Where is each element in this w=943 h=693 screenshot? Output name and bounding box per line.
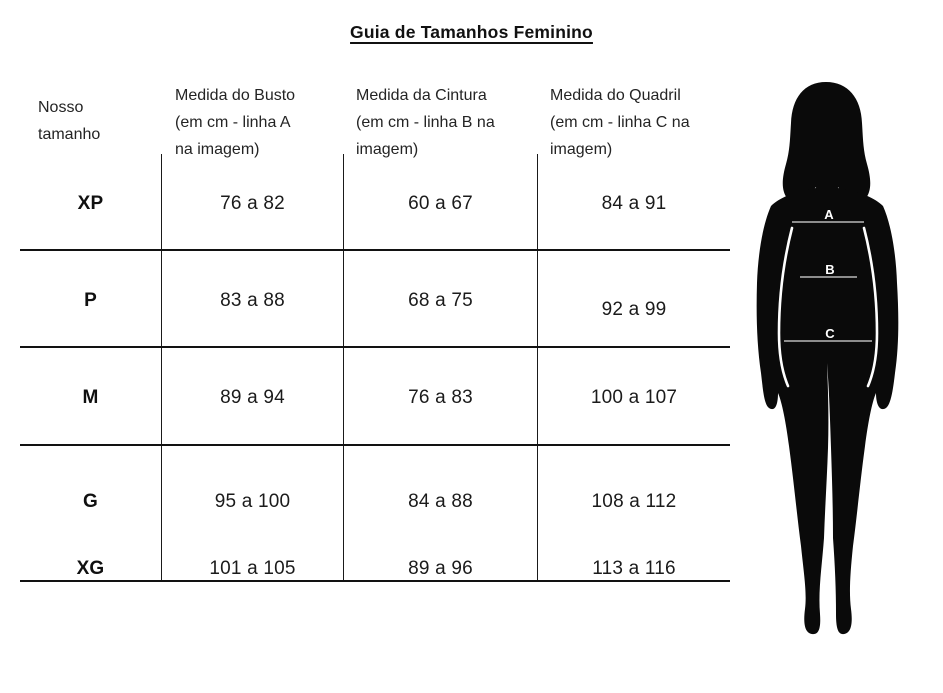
size-label: M	[82, 387, 99, 408]
waist-value: 89 a 96	[343, 554, 537, 580]
size-table: Nosso tamanho Medida do Busto (em cm - l…	[20, 82, 730, 582]
hip-value: 100 a 107	[537, 348, 730, 444]
size-label: XP	[77, 192, 104, 214]
waist-value: 84 a 88	[343, 446, 537, 554]
bust-measurement: A	[792, 207, 864, 223]
hip-value: 108 a 112	[537, 446, 730, 554]
hip-value: 92 a 99	[537, 251, 730, 346]
arm-torso-gap-right	[862, 226, 879, 388]
silhouette-body-icon	[756, 168, 899, 635]
hip-value: 113 a 116	[537, 554, 730, 580]
bust-value: 101 a 105	[161, 554, 343, 580]
waist-measurement: B	[800, 262, 857, 278]
waist-value: 76 a 83	[343, 348, 537, 444]
header-waist-measure: Medida da Cintura (em cm - linha B na im…	[356, 87, 495, 158]
table-row-xp: XP 76 a 82 60 a 67 84 a 91	[20, 154, 730, 251]
silhouette-hair-icon	[782, 82, 871, 203]
header-hip-measure: Medida do Quadril (em cm - linha C na im…	[550, 87, 690, 158]
size-label: P	[84, 289, 97, 311]
female-silhouette-figure: A B C	[756, 82, 899, 635]
table-row-xg: XG 101 a 105 89 a 96 113 a 116	[20, 554, 730, 582]
table-header-row: Nosso tamanho Medida do Busto (em cm - l…	[20, 82, 730, 158]
table-row-m: M 89 a 94 76 a 83 100 a 107	[20, 348, 730, 446]
hip-measurement: C	[784, 326, 872, 342]
table-row-g: G 95 a 100 84 a 88 108 a 112	[20, 446, 730, 554]
page-title: Guia de Tamanhos Feminino	[350, 22, 593, 42]
bust-value: 76 a 82	[161, 154, 343, 249]
waist-line-label: B	[825, 262, 834, 277]
header-our-size: Nosso tamanho	[38, 99, 101, 143]
hip-value: 84 a 91	[537, 154, 730, 249]
bust-value: 83 a 88	[161, 251, 343, 346]
arm-torso-gap-left	[777, 226, 794, 388]
size-label: G	[83, 491, 98, 512]
bust-value: 95 a 100	[161, 446, 343, 554]
waist-value: 68 a 75	[343, 251, 537, 346]
waist-value: 60 a 67	[343, 154, 537, 249]
hip-line-label: C	[825, 326, 835, 341]
bust-value: 89 a 94	[161, 348, 343, 444]
size-label: XG	[76, 558, 105, 579]
table-row-p: P 83 a 88 68 a 75 92 a 99	[20, 251, 730, 348]
bust-line-label: A	[824, 207, 834, 222]
header-bust-measure: Medida do Busto (em cm - linha A na imag…	[175, 87, 296, 158]
